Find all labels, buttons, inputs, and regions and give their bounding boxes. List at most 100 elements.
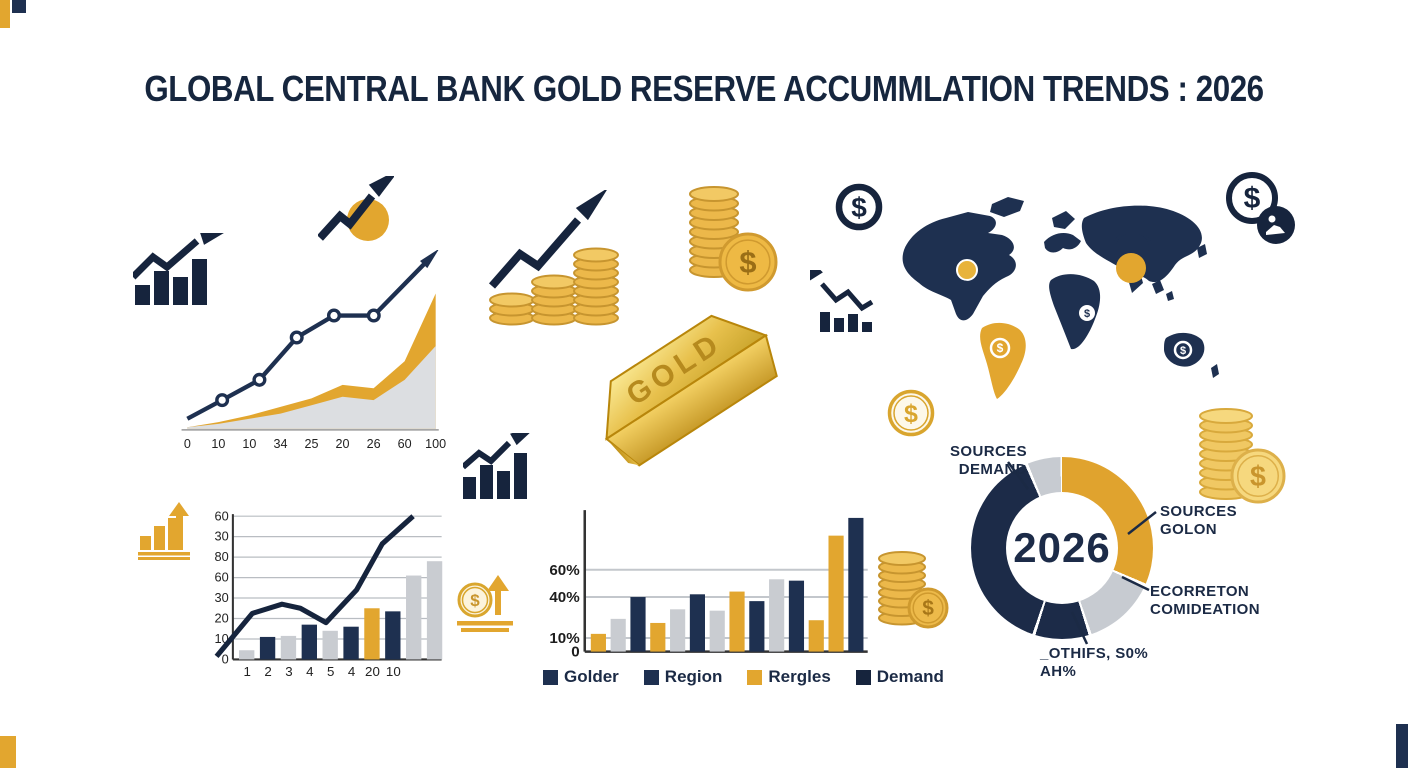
reserve-growth-area-chart: 0 10 10 34 25 20 26 60 100 <box>181 250 446 451</box>
bar-chart-up-icon-2 <box>463 433 530 499</box>
continent <box>1052 211 1075 229</box>
icon-base <box>138 557 190 560</box>
map-marker-dollar <box>1173 340 1193 360</box>
icon-bar <box>497 471 510 499</box>
tick-label: 0 <box>184 437 191 451</box>
bar <box>709 610 725 652</box>
bar <box>729 591 745 652</box>
arrowhead <box>200 233 224 245</box>
bar <box>828 535 844 652</box>
donut-center-year: 2026 <box>1013 524 1111 571</box>
legend-label: Demand <box>876 667 944 686</box>
tick-label: $ <box>1084 308 1090 320</box>
legend-label: Golder <box>564 667 619 686</box>
coin <box>689 186 739 202</box>
tick-label: 26 <box>367 437 381 451</box>
icon-arrow-line <box>488 217 582 289</box>
line-marker <box>326 308 341 323</box>
icon-base <box>457 621 513 626</box>
donut-callout-lines <box>1006 461 1157 645</box>
coin <box>457 582 493 618</box>
callout-correction: ECORRETON COMIDEATION <box>1150 583 1260 618</box>
coin <box>1199 408 1253 424</box>
tick-label: $ <box>1244 182 1261 215</box>
coin-inner-ring <box>461 586 489 614</box>
world-map: $ $ $ <box>902 197 1219 399</box>
tick-label: 5 <box>327 664 334 679</box>
tick-label: 100 <box>425 437 446 451</box>
continent-south-america-gold <box>980 322 1026 399</box>
legend-swatch <box>747 669 763 685</box>
continent <box>1164 332 1205 367</box>
icon-arrow-line <box>463 440 512 470</box>
demand-percent-bar-chart: 60% 40% 10%0 <box>549 510 868 661</box>
ring <box>887 389 935 437</box>
bar <box>590 633 606 652</box>
tick-label: 60% <box>549 562 580 579</box>
icon-arrow-shaft <box>495 589 501 615</box>
coin <box>489 292 535 308</box>
arrowhead <box>575 190 607 221</box>
coin <box>573 247 619 263</box>
dollar-coin <box>907 587 949 629</box>
tick-label: 80 <box>215 549 229 564</box>
chart-legend: Golder Region Rergles Demand <box>543 667 944 687</box>
icon-bar <box>834 318 844 332</box>
bar <box>239 650 255 660</box>
bar-chart-up-icon <box>133 233 224 305</box>
bar <box>343 626 359 660</box>
icon-bar <box>463 477 476 499</box>
bar <box>788 580 805 652</box>
bar <box>848 517 864 652</box>
ring <box>835 183 883 231</box>
tick-label: 30 <box>215 590 229 605</box>
coin-stack-dollar-icon: $ <box>689 186 778 292</box>
bar <box>689 594 705 652</box>
tick-label: 10% <box>549 630 580 647</box>
legend-label: Rergles <box>768 667 831 686</box>
bar <box>301 624 317 660</box>
coin-stack-dollar-icon-right: $ <box>1199 408 1286 504</box>
tick-label: $ <box>1180 345 1186 357</box>
tick-label: 1 <box>244 664 251 679</box>
bar <box>426 561 443 660</box>
tick-label: $ <box>739 245 756 280</box>
tick-label: 30 <box>215 529 229 544</box>
tick-label: 0 <box>222 652 229 667</box>
coin-stacks-trend-icon <box>488 190 619 326</box>
coin-stack-dollar-icon-left: $ <box>878 551 949 629</box>
tick-label: 10 <box>211 437 225 451</box>
map-marker-gold-dot <box>1116 253 1146 283</box>
continent <box>1044 233 1081 253</box>
continent <box>1081 205 1202 283</box>
gold-ingot: GOLD <box>604 314 778 467</box>
inner-ring <box>893 395 929 431</box>
tick-label: $ <box>1250 461 1266 493</box>
callout-sources-golon: SOURCES GOLON <box>1160 503 1237 538</box>
tick-label: 0 <box>571 644 579 661</box>
line-marker <box>215 393 230 408</box>
callout-sources-demand: SOURCES DEMAND <box>950 443 1027 478</box>
bar <box>808 620 824 652</box>
line-marker <box>366 308 381 323</box>
icon-bar <box>192 259 207 305</box>
tick-label: 2 <box>264 664 271 679</box>
dollar-ring-icon: $ <box>835 183 883 231</box>
ring <box>1226 172 1278 224</box>
gray-area-series <box>187 345 436 429</box>
corner-accent-top-left-gold <box>0 0 10 28</box>
tick-label: 4 <box>306 664 313 679</box>
bar <box>364 608 380 660</box>
icon-bar <box>173 277 188 305</box>
corner-accent-bottom-left-gold <box>0 736 16 768</box>
continent <box>1211 364 1219 378</box>
icon-bar <box>514 453 527 499</box>
bar <box>280 635 297 660</box>
arrowhead <box>810 270 823 281</box>
icon-arrow-line <box>133 238 200 280</box>
icon-arrow-line <box>318 193 376 241</box>
continent <box>1152 280 1164 294</box>
bar <box>670 609 686 652</box>
tick-label: $ <box>997 341 1004 355</box>
